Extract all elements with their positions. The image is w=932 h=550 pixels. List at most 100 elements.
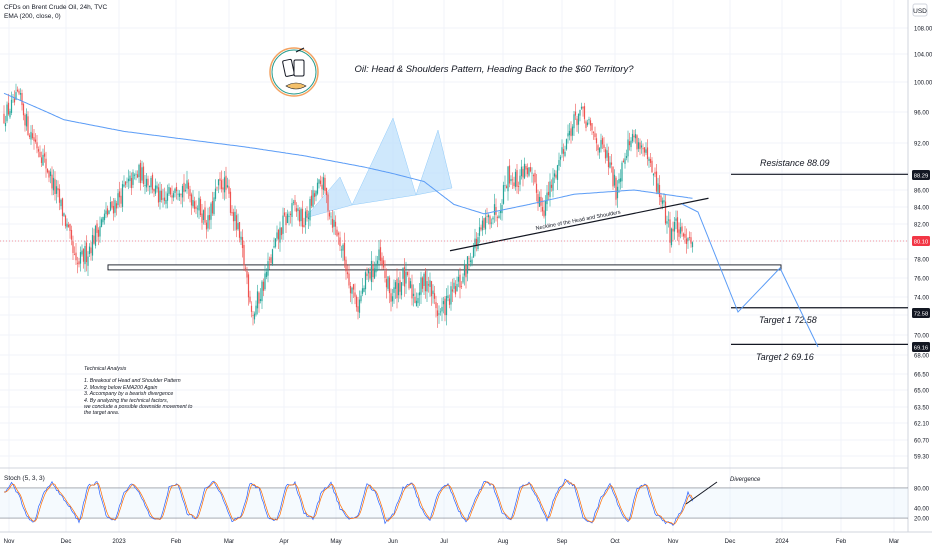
candle-body [126,181,128,183]
candle-body [550,184,553,188]
candle-body [61,198,64,217]
candle-body [460,285,463,287]
candle-body [439,311,442,313]
candle-body [39,151,41,158]
candle-body [277,229,280,240]
candle-body [430,281,433,297]
candle-body [499,210,502,214]
divergence-label: Divergence [730,477,761,483]
candle-body [628,141,631,146]
candle-body [181,185,184,198]
candle-body [595,138,598,144]
candle-body [649,158,652,163]
candle-body [681,226,683,232]
x-tick-label: Feb [836,539,847,545]
y-tick-label: 78.00 [914,258,930,264]
candle-body [642,148,644,150]
candle-body [567,133,569,137]
candle-body [235,215,238,230]
candle-body [529,167,532,172]
candle-body [267,261,269,276]
candle-body [459,274,461,288]
candle-body [400,282,403,296]
candle-body [367,270,370,274]
candle-body [97,229,100,237]
candle-body [291,203,293,217]
candle-body [214,188,217,199]
candle-body [630,140,632,148]
candle-body [411,284,413,299]
stoch-k-line [3,478,693,526]
ta-heading: Technical Analysis [84,366,127,372]
x-tick-label: Aug [498,539,509,545]
candle-body [361,288,364,294]
candle-body [69,223,71,231]
candle-body [16,89,19,92]
candle-body [544,200,547,216]
y-tick-label: 60.70 [914,439,930,445]
candle-body [594,133,596,138]
candle-body [562,149,565,154]
candle-body [553,173,556,177]
candle-body [591,123,593,131]
candle-body [96,223,98,233]
candle-body [244,267,247,269]
projection-path [681,203,819,348]
candle-body [52,177,55,191]
candle-body [198,197,200,211]
candle-body [25,114,28,127]
candle-body [456,283,458,292]
x-tick-label: Dec [61,539,72,545]
candle-body [346,272,349,275]
candle-body [265,271,268,277]
candle-body [394,282,397,289]
candle-body [171,195,173,198]
candle-body [109,201,112,211]
logo-ring-inner [271,49,317,95]
candle-body [600,140,602,149]
candle-body [30,131,32,140]
candle-body [127,178,130,182]
candles [3,83,694,328]
candle-body [616,186,619,199]
candle-body [304,211,307,226]
candle-body [162,198,164,200]
candle-body [228,186,230,194]
y-tick-label: 63.50 [914,406,930,412]
candle-body [46,168,49,173]
candle-body [193,201,196,209]
candle-body [73,254,76,256]
target1-label: Target 1 72.58 [759,315,817,325]
x-tick-label: Mar [889,539,899,545]
candle-body [534,173,536,183]
y-tick-label: 84.00 [914,206,930,212]
candle-body [612,166,614,187]
resistance-label: Resistance 88.09 [760,158,830,168]
candle-body [150,177,152,188]
candle-body [166,193,169,201]
neckline [449,197,709,252]
candle-body [310,195,313,206]
candle-body [477,237,479,250]
candle-body [589,120,592,126]
candle-body [627,139,629,157]
ta-item: we conclude a possible downside movement… [84,404,193,411]
candle-body [463,263,466,276]
candle-body [468,258,470,260]
candle-body [405,271,407,284]
candle-body [174,188,176,193]
candle-body [393,287,395,293]
candle-body [453,282,455,289]
logo-barrel [293,59,305,77]
candle-body [661,200,664,204]
ema-legend: EMA (200, close, 0) [4,13,61,20]
candle-body [250,305,253,312]
candle-body [613,174,616,186]
candle-body [511,179,514,181]
candle-body [28,135,31,137]
candle-body [139,162,142,184]
ta-item: 1. Breakout of Head and Shoulder Pattern [84,378,181,385]
candle-body [619,178,622,182]
candle-body [253,313,256,320]
